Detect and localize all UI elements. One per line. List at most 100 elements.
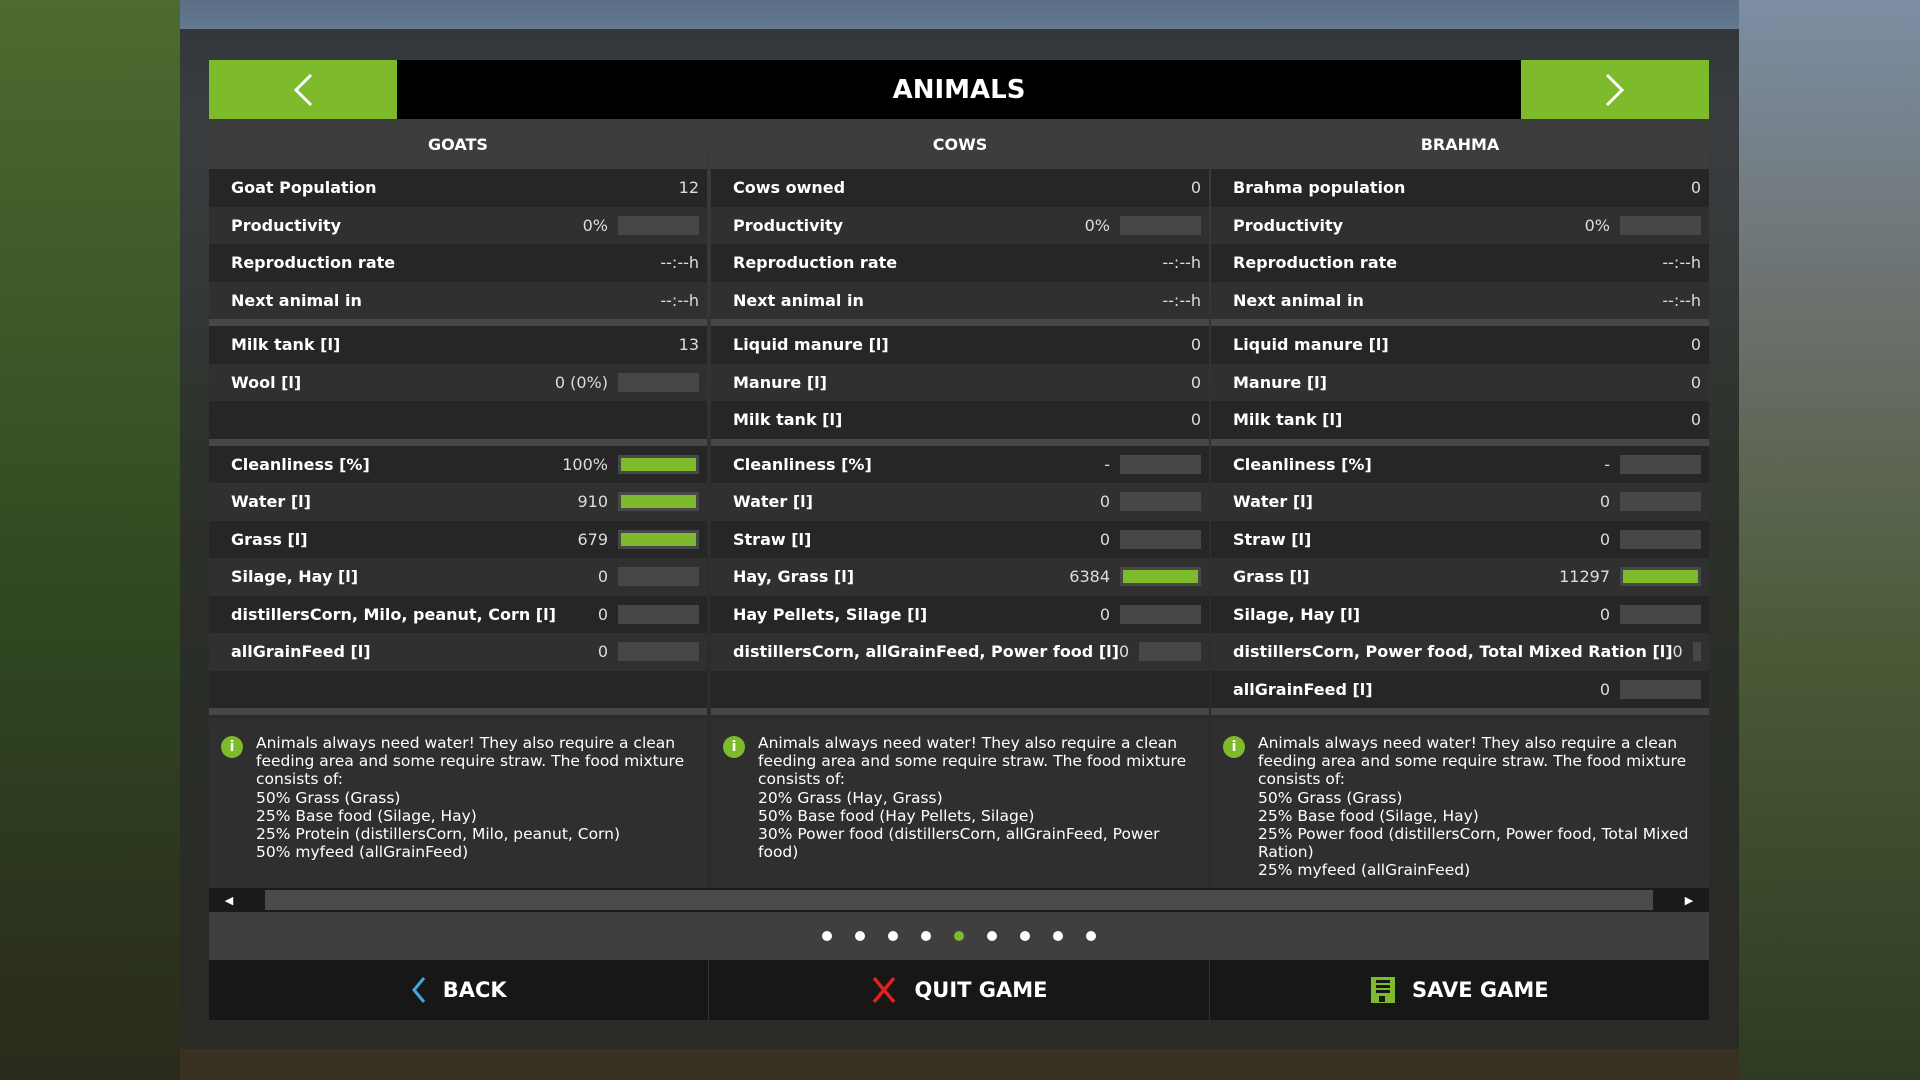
stats-section: Liquid manure [l] 0 Manure [l] 0 Milk tank [… (1211, 326, 1709, 439)
level-bar-fill (621, 495, 696, 509)
info-line: 25% Base food (Silage, Hay) (1258, 806, 1479, 825)
stat-label: Productivity (231, 215, 342, 235)
stat-value: 0 (1190, 372, 1201, 392)
level-bar (1620, 492, 1701, 512)
stat-value: 0% (1584, 215, 1610, 235)
stat-row: Water [l] 0 (1211, 483, 1709, 521)
info-box: i Animals always need water! They also re… (711, 718, 1209, 888)
stat-label: Goat Population (231, 178, 377, 198)
stat-row: Cows owned 0 (711, 169, 1209, 207)
save-game-button[interactable]: SAVE GAME (1210, 960, 1709, 1020)
info-line: 25% Base food (Silage, Hay) (256, 806, 477, 825)
stat-value: --:--h (660, 290, 699, 310)
stat-label: Water [l] (733, 492, 813, 512)
previous-page-button[interactable] (209, 60, 397, 119)
info-line: 30% Power food (distillersCorn, allGrain… (758, 825, 1160, 862)
stat-label: Productivity (733, 215, 844, 235)
stat-label: distillersCorn, Milo, peanut, Corn [l] (231, 604, 556, 624)
scroll-right-button[interactable]: ▶ (1669, 888, 1709, 912)
stat-row: Next animal in --:--h (1211, 281, 1709, 319)
page-dot[interactable] (855, 931, 865, 941)
stat-value: 0 (1690, 410, 1701, 430)
stat-value: 0 (1599, 529, 1610, 549)
level-bar (618, 454, 699, 474)
page-dot[interactable] (888, 931, 898, 941)
page-dot[interactable] (954, 931, 964, 941)
next-page-button[interactable] (1521, 60, 1709, 119)
stat-label: Manure [l] (733, 372, 827, 392)
stats-section: Goat Population 12 Productivity 0% Reproduct… (209, 169, 707, 319)
stat-value: 0 (1118, 642, 1130, 662)
stat-row: Productivity 0% (1211, 206, 1709, 244)
stat-row: Liquid manure [l] 0 (1211, 326, 1709, 364)
stat-label: distillersCorn, allGrainFeed, Power food… (733, 642, 1119, 662)
stat-value: 0 (1599, 604, 1610, 624)
close-x-icon (873, 976, 896, 1004)
stat-label: Reproduction rate (1233, 253, 1398, 273)
stat-label: allGrainFeed [l] (1233, 679, 1373, 699)
stat-label: Cleanliness [%] (733, 454, 872, 474)
stat-label: Water [l] (231, 492, 311, 512)
scroll-track[interactable] (265, 890, 1653, 910)
stat-row: Cleanliness [%] - (1211, 445, 1709, 483)
stat-value: 0 (1672, 642, 1683, 662)
stat-label: Silage, Hay [l] (231, 567, 359, 587)
level-bar (1120, 454, 1201, 474)
level-bar (618, 372, 699, 392)
level-bar (1692, 642, 1701, 662)
stat-label: Liquid manure [l] (1233, 335, 1389, 355)
stat-row: Grass [l] 11297 (1211, 558, 1709, 596)
section-divider (1211, 438, 1709, 446)
section-divider (711, 708, 1209, 715)
stat-value: 0 (597, 642, 608, 662)
section-divider (209, 708, 707, 715)
info-line: 50% Base food (Hay Pellets, Silage) (758, 806, 1035, 825)
stat-value: 0 (1099, 529, 1110, 549)
column-header: COWS (711, 119, 1209, 169)
level-bar (1120, 604, 1201, 624)
quit-game-button[interactable]: QUIT GAME (709, 960, 1210, 1020)
page-dot[interactable] (1053, 931, 1063, 941)
stat-label: Brahma population (1233, 178, 1406, 198)
stat-label: Cleanliness [%] (231, 454, 370, 474)
stat-value: 0 (1690, 178, 1701, 198)
stat-row: Productivity 0% (209, 206, 707, 244)
stat-row (711, 670, 1209, 708)
level-bar (618, 529, 699, 549)
stat-label: Reproduction rate (733, 253, 898, 273)
stat-label: Silage, Hay [l] (1233, 604, 1361, 624)
back-button[interactable]: BACK (209, 960, 710, 1020)
stat-value: 0 (1190, 335, 1201, 355)
scroll-left-button[interactable]: ◀ (209, 888, 249, 912)
page-dot[interactable] (822, 931, 832, 941)
stats-section: Cleanliness [%] - Water [l] 0 Straw [l] 0 Gras… (1211, 445, 1709, 708)
arrow-right-icon: ▶ (1684, 893, 1694, 907)
stat-row (209, 401, 707, 439)
page-dot[interactable] (921, 931, 931, 941)
horizontal-scrollbar[interactable]: ◀ ▶ (209, 888, 1709, 912)
chevron-left-icon (293, 73, 313, 106)
page-dot[interactable] (1086, 931, 1096, 941)
stat-value: - (1104, 454, 1110, 474)
stat-value: 679 (577, 529, 608, 549)
info-icon: i (1223, 736, 1245, 758)
stat-row: Productivity 0% (711, 206, 1209, 244)
stat-label: Wool [l] (231, 372, 302, 392)
page-dot[interactable] (987, 931, 997, 941)
page-title: ANIMALS (892, 74, 1026, 105)
info-line: 25% Protein (distillersCorn, Milo, peanu… (256, 825, 621, 844)
stat-label: Water [l] (1233, 492, 1313, 512)
stat-row: Hay, Grass [l] 6384 (711, 558, 1209, 596)
stat-label: Next animal in (1233, 290, 1364, 310)
stat-value: 100% (562, 454, 608, 474)
animal-column-brahma: BRAHMA Brahma population 0 Productivity 0% Re… (1211, 119, 1709, 889)
stats-section: Liquid manure [l] 0 Manure [l] 0 Milk tank [… (711, 326, 1209, 439)
stat-row: Milk tank [l] 13 (209, 326, 707, 364)
stat-row: Milk tank [l] 0 (1211, 401, 1709, 439)
level-bar-fill (621, 532, 696, 546)
stat-value: 0 (1190, 178, 1201, 198)
stat-row: Cleanliness [%] 100% (209, 445, 707, 483)
stat-row: Wool [l] 0 (0%) (209, 363, 707, 401)
stat-row: Silage, Hay [l] 0 (209, 558, 707, 596)
page-dot[interactable] (1020, 931, 1030, 941)
